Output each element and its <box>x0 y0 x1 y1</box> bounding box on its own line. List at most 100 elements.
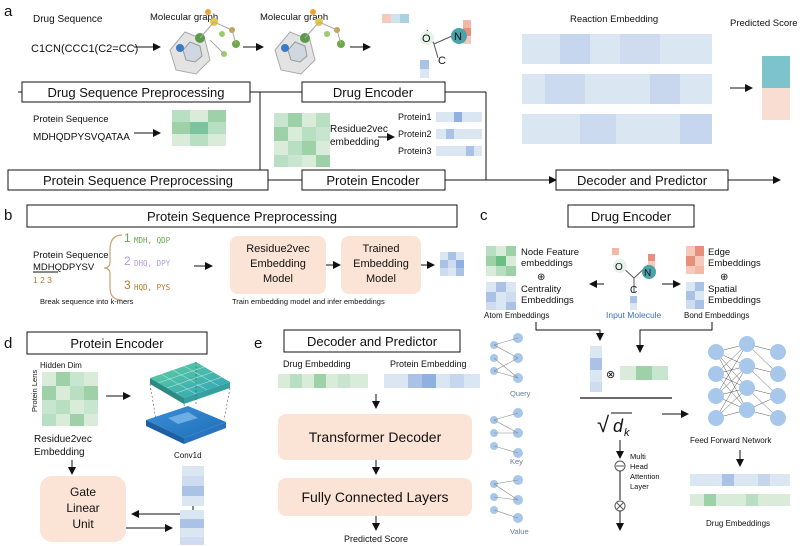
embedding-label-d: Embedding <box>34 447 85 458</box>
node-feature-l1: Node Feature <box>521 247 579 258</box>
conv-output-vector <box>182 466 204 506</box>
atom-c-c: C <box>630 285 637 296</box>
combine-vectors <box>590 346 668 392</box>
panel-c-label: c <box>480 207 488 224</box>
residue2vec-label-a: Residue2vec <box>330 124 388 135</box>
transformer-decoder-label: Transformer Decoder <box>309 429 442 445</box>
protein1-label: Protein1 <box>398 112 432 122</box>
minus-node <box>614 460 626 472</box>
conv1d-label: Conv1d <box>174 451 202 460</box>
decoder-predictor-label-a: Decoder and Predictor <box>577 173 708 188</box>
glu-l2: Linear <box>66 501 99 515</box>
kmer-brace <box>103 234 123 301</box>
drug-encoder-box-a: Drug Encoder <box>301 81 446 103</box>
residue-matrix-d <box>42 372 98 426</box>
drug-seq-pre-label: Drug Sequence Preprocessing <box>47 85 224 100</box>
conv1d-cubes <box>146 362 231 444</box>
molecular-graph-image-1 <box>169 9 240 75</box>
panel-b-label: b <box>4 207 12 224</box>
drug-embeddings-label: Drug Embeddings <box>706 519 770 528</box>
drug-embedding-bar-e <box>278 374 368 388</box>
drug-embedding-label-e: Drug Embedding <box>283 359 351 369</box>
glu-l1: Gate <box>70 485 96 499</box>
trained-model-l3: Model <box>366 273 396 285</box>
panel-d-label: d <box>4 335 12 352</box>
caption-break-kmers: Break sequence into k-mers <box>40 297 134 306</box>
kmer2: DHQ, DPY <box>134 259 171 268</box>
glu-box: Gate Linear Unit <box>40 476 126 542</box>
line-bond-to-combine <box>636 322 713 353</box>
panel-e-title-box: Decoder and Predictor <box>283 329 461 353</box>
predicted-score-bar <box>762 56 790 120</box>
molecular-graph-image-2 <box>274 9 345 75</box>
spatial-matrix <box>686 282 704 309</box>
dk-k: k <box>624 427 630 439</box>
atom-o-c: O <box>615 262 623 273</box>
plus-icon-1: ⊕ <box>537 272 545 283</box>
residue-matrix-a <box>274 113 330 167</box>
edge-l1: Edge <box>708 247 730 258</box>
molecular-graph-label-1: Molecular graph <box>150 12 218 23</box>
protein-sequence-label-b: Protein Sequence <box>33 250 109 261</box>
centrality-matrix <box>486 282 516 310</box>
drug-smiles: C1CN(CCC1(C2=CC) <box>31 43 138 55</box>
value-net <box>490 475 523 523</box>
sqrt-symbol: √ <box>597 412 610 437</box>
trained-model-l2: Embedding <box>353 258 409 270</box>
protein-seq-pre-label: Protein Sequence Preprocessing <box>43 173 233 188</box>
atom-n-c: N <box>644 268 651 279</box>
panel-d-title: Protein Encoder <box>70 336 164 351</box>
key-net <box>490 408 523 458</box>
sqrt-dk: √ d k <box>597 412 632 439</box>
residue2vec-label-d: Residue2vec <box>34 434 92 445</box>
protein-lens-label: Protein Lens <box>30 370 39 412</box>
panel-b-title-box: Protein Sequence Preprocessing <box>26 204 458 228</box>
centrality-l2: Embeddings <box>521 295 574 306</box>
input-molecule: O N C <box>612 248 656 310</box>
protein-embedding-bar-e <box>384 374 480 388</box>
ffn-network <box>708 336 786 426</box>
embedding-matrix-b <box>440 252 464 276</box>
residue2vec-model-box: Residue2vec Embedding Model <box>230 236 326 294</box>
atom-structure-a: O N C <box>382 14 471 78</box>
predicted-score-label: Predicted Score <box>730 18 798 29</box>
query-label: Query <box>510 389 531 398</box>
dk-d: d <box>613 416 624 436</box>
otimes-node <box>614 500 626 512</box>
centrality-l1: Centrality <box>521 284 561 295</box>
caption-train-embed: Train embedding model and infer embeddin… <box>232 297 385 306</box>
r2v-model-l2: Embedding <box>250 258 306 270</box>
molecular-graph-label-2: Molecular graph <box>260 12 328 23</box>
drug-embedding-bars-c <box>690 474 790 506</box>
value-label: Value <box>510 527 529 536</box>
spatial-l1: Spatial <box>708 284 737 295</box>
predicted-score-label-e: Predicted Score <box>344 534 408 544</box>
protein-sequence-label-a: Protein Sequence <box>33 114 109 125</box>
glu-l3: Unit <box>72 517 94 531</box>
query-net <box>490 333 523 383</box>
bond-embeddings-label: Bond Embeddings <box>684 311 749 320</box>
drug-encoder-label-a: Drug Encoder <box>333 85 414 100</box>
protein-vectors-a <box>436 112 482 156</box>
reaction-embedding-bars <box>522 34 712 144</box>
protein-seq-pre-box: Protein Sequence Preprocessing <box>7 169 269 191</box>
panel-d-title-box: Protein Encoder <box>26 331 208 355</box>
r2v-model-l1: Residue2vec <box>246 243 310 255</box>
line-atom-to-combine <box>535 322 604 341</box>
r2v-model-l3: Model <box>263 273 293 285</box>
atom-c-a: C <box>438 55 446 67</box>
protein-encoder-label-a: Protein Encoder <box>326 173 420 188</box>
hidden-dim-label: Hidden Dim <box>40 361 82 370</box>
node-feature-matrix <box>486 246 516 276</box>
glu-output-vector <box>180 510 204 545</box>
atom-n-a: N <box>454 31 462 43</box>
atom-embeddings-label: Atom Embeddings <box>484 311 549 320</box>
edge-matrix <box>686 246 704 274</box>
reaction-embedding-label: Reaction Embedding <box>570 14 658 25</box>
protein-matrix-a <box>172 110 226 146</box>
protein3-label: Protein3 <box>398 146 432 156</box>
fc-layers-box: Fully Connected Layers <box>278 478 472 516</box>
protein2-label: Protein2 <box>398 129 432 139</box>
protein-seq-b: MDHQDPYSV <box>33 262 95 273</box>
input-molecule-label: Input Molecule <box>606 310 662 320</box>
